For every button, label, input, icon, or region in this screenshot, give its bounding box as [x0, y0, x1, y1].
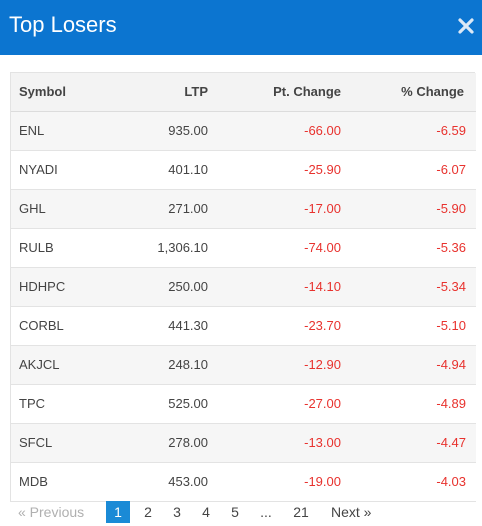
cell-ltp: 401.10: [111, 150, 208, 190]
cell-pct-change: -5.36: [341, 228, 476, 268]
cell-ltp: 525.00: [111, 384, 208, 424]
cell-pct-change: -6.59: [341, 111, 476, 151]
cell-symbol[interactable]: TPC: [11, 384, 111, 424]
cell-ltp: 278.00: [111, 423, 208, 463]
cell-ltp: 248.10: [111, 345, 208, 385]
cell-pt-change: -23.70: [208, 306, 341, 346]
table-row: ENL 935.00 -66.00 -6.59: [11, 111, 476, 151]
cell-symbol[interactable]: ENL: [11, 111, 111, 151]
pagination-page-5[interactable]: 5: [231, 504, 239, 520]
cell-pct-change: -5.34: [341, 267, 476, 307]
cell-symbol[interactable]: NYADI: [11, 150, 111, 190]
pagination-page-4[interactable]: 4: [202, 504, 210, 520]
table-row: AKJCL 248.10 -12.90 -4.94: [11, 345, 476, 385]
cell-symbol[interactable]: RULB: [11, 228, 111, 268]
table-row: NYADI 401.10 -25.90 -6.07: [11, 150, 476, 190]
table-row: SFCL 278.00 -13.00 -4.47: [11, 423, 476, 463]
pagination: « Previous 1 2 3 4 5 ... 21 Next »: [0, 501, 482, 523]
close-button[interactable]: [454, 14, 478, 38]
table-row: CORBL 441.30 -23.70 -5.10: [11, 306, 476, 346]
cell-pt-change: -66.00: [208, 111, 341, 151]
pagination-page-3[interactable]: 3: [173, 504, 181, 520]
cell-ltp: 935.00: [111, 111, 208, 151]
cell-pt-change: -14.10: [208, 267, 341, 307]
cell-symbol[interactable]: CORBL: [11, 306, 111, 346]
cell-ltp: 1,306.10: [111, 228, 208, 268]
cell-ltp: 441.30: [111, 306, 208, 346]
close-icon: [458, 18, 474, 34]
table-row: MDB 453.00 -19.00 -4.03: [11, 462, 476, 502]
pagination-page-21[interactable]: 21: [293, 504, 309, 520]
cell-pt-change: -25.90: [208, 150, 341, 190]
pagination-page-1[interactable]: 1: [106, 501, 130, 523]
cell-symbol[interactable]: SFCL: [11, 423, 111, 463]
column-header-ltp[interactable]: LTP: [111, 73, 208, 112]
table-row: GHL 271.00 -17.00 -5.90: [11, 189, 476, 229]
cell-pt-change: -74.00: [208, 228, 341, 268]
cell-pct-change: -4.03: [341, 462, 476, 502]
cell-symbol[interactable]: HDHPC: [11, 267, 111, 307]
cell-pct-change: -5.10: [341, 306, 476, 346]
pagination-next[interactable]: Next »: [331, 504, 372, 520]
cell-pct-change: -4.94: [341, 345, 476, 385]
column-header-pt-change[interactable]: Pt. Change: [208, 73, 341, 112]
cell-symbol[interactable]: GHL: [11, 189, 111, 229]
cell-ltp: 453.00: [111, 462, 208, 502]
cell-symbol[interactable]: AKJCL: [11, 345, 111, 385]
pagination-page-2[interactable]: 2: [144, 504, 152, 520]
pagination-ellipsis: ...: [260, 504, 272, 520]
cell-ltp: 271.00: [111, 189, 208, 229]
cell-pt-change: -12.90: [208, 345, 341, 385]
table-row: RULB 1,306.10 -74.00 -5.36: [11, 228, 476, 268]
cell-pt-change: -17.00: [208, 189, 341, 229]
modal-header: Top Losers: [0, 0, 482, 55]
table-header-row: Symbol LTP Pt. Change % Change: [11, 73, 476, 112]
top-losers-table: Symbol LTP Pt. Change % Change ENL 935.0…: [10, 72, 476, 502]
cell-pt-change: -27.00: [208, 384, 341, 424]
cell-pct-change: -6.07: [341, 150, 476, 190]
table-row: HDHPC 250.00 -14.10 -5.34: [11, 267, 476, 307]
pagination-previous[interactable]: « Previous: [18, 504, 85, 520]
modal-title: Top Losers: [9, 12, 117, 37]
cell-pct-change: -4.47: [341, 423, 476, 463]
table-row: TPC 525.00 -27.00 -4.89: [11, 384, 476, 424]
column-header-pct-change[interactable]: % Change: [341, 73, 476, 112]
cell-pct-change: -5.90: [341, 189, 476, 229]
column-header-symbol[interactable]: Symbol: [11, 73, 111, 112]
cell-ltp: 250.00: [111, 267, 208, 307]
cell-pct-change: -4.89: [341, 384, 476, 424]
cell-pt-change: -19.00: [208, 462, 341, 502]
cell-symbol[interactable]: MDB: [11, 462, 111, 502]
cell-pt-change: -13.00: [208, 423, 341, 463]
